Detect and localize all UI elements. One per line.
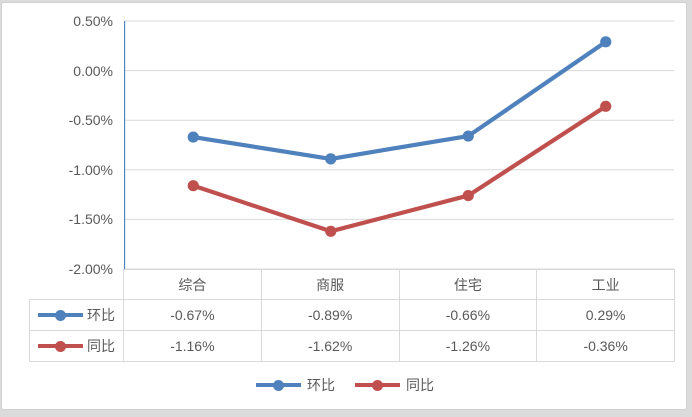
y-axis-tick-label: -1.00% xyxy=(68,162,113,178)
legend-marker-icon xyxy=(256,379,301,391)
legend-marker-icon xyxy=(355,379,400,391)
table-value-cell: -1.26% xyxy=(399,331,538,362)
table-value-cell: -1.16% xyxy=(124,331,262,362)
series-key-icon xyxy=(38,340,83,352)
legend-item: 环比 xyxy=(256,375,335,395)
y-axis-tick-label: -1.50% xyxy=(68,211,113,227)
y-axis-tick-label: 0.00% xyxy=(73,63,113,79)
line-plot-area xyxy=(124,20,674,270)
legend-label: 同比 xyxy=(406,377,434,393)
table-value-cell: -0.67% xyxy=(124,300,262,331)
chart-legend: 环比 同比 xyxy=(2,375,688,395)
table-value-cell: -1.62% xyxy=(261,331,400,362)
table-value-cell: -0.36% xyxy=(537,331,675,362)
table-value-cell: 0.29% xyxy=(537,300,675,331)
table-value-cell: -0.66% xyxy=(399,300,538,331)
table-corner-cell xyxy=(29,269,124,300)
y-axis-tick-label: -2.00% xyxy=(68,261,113,277)
table-value-cell: -0.89% xyxy=(261,300,400,331)
series-name: 同比 xyxy=(87,338,115,354)
category-header: 商服 xyxy=(261,269,400,300)
y-axis-tick-label: 0.50% xyxy=(73,13,113,29)
series-row-label: 同比 xyxy=(29,331,124,362)
y-axis-tick-label: -0.50% xyxy=(68,112,113,128)
legend-label: 环比 xyxy=(307,377,335,393)
chart-frame: 0.50% 0.00% -0.50% -1.00% -1.50% -2.00% … xyxy=(1,2,687,410)
series-key-icon xyxy=(38,309,83,321)
legend-item: 同比 xyxy=(355,375,434,395)
data-table: 综合 商服 住宅 工业 环比 -0.67% -0.89% -0.66% 0.29… xyxy=(29,269,675,362)
category-header: 综合 xyxy=(124,269,262,300)
category-header: 住宅 xyxy=(399,269,538,300)
category-header: 工业 xyxy=(537,269,675,300)
series-row-label: 环比 xyxy=(29,300,124,331)
series-name: 环比 xyxy=(87,307,115,323)
